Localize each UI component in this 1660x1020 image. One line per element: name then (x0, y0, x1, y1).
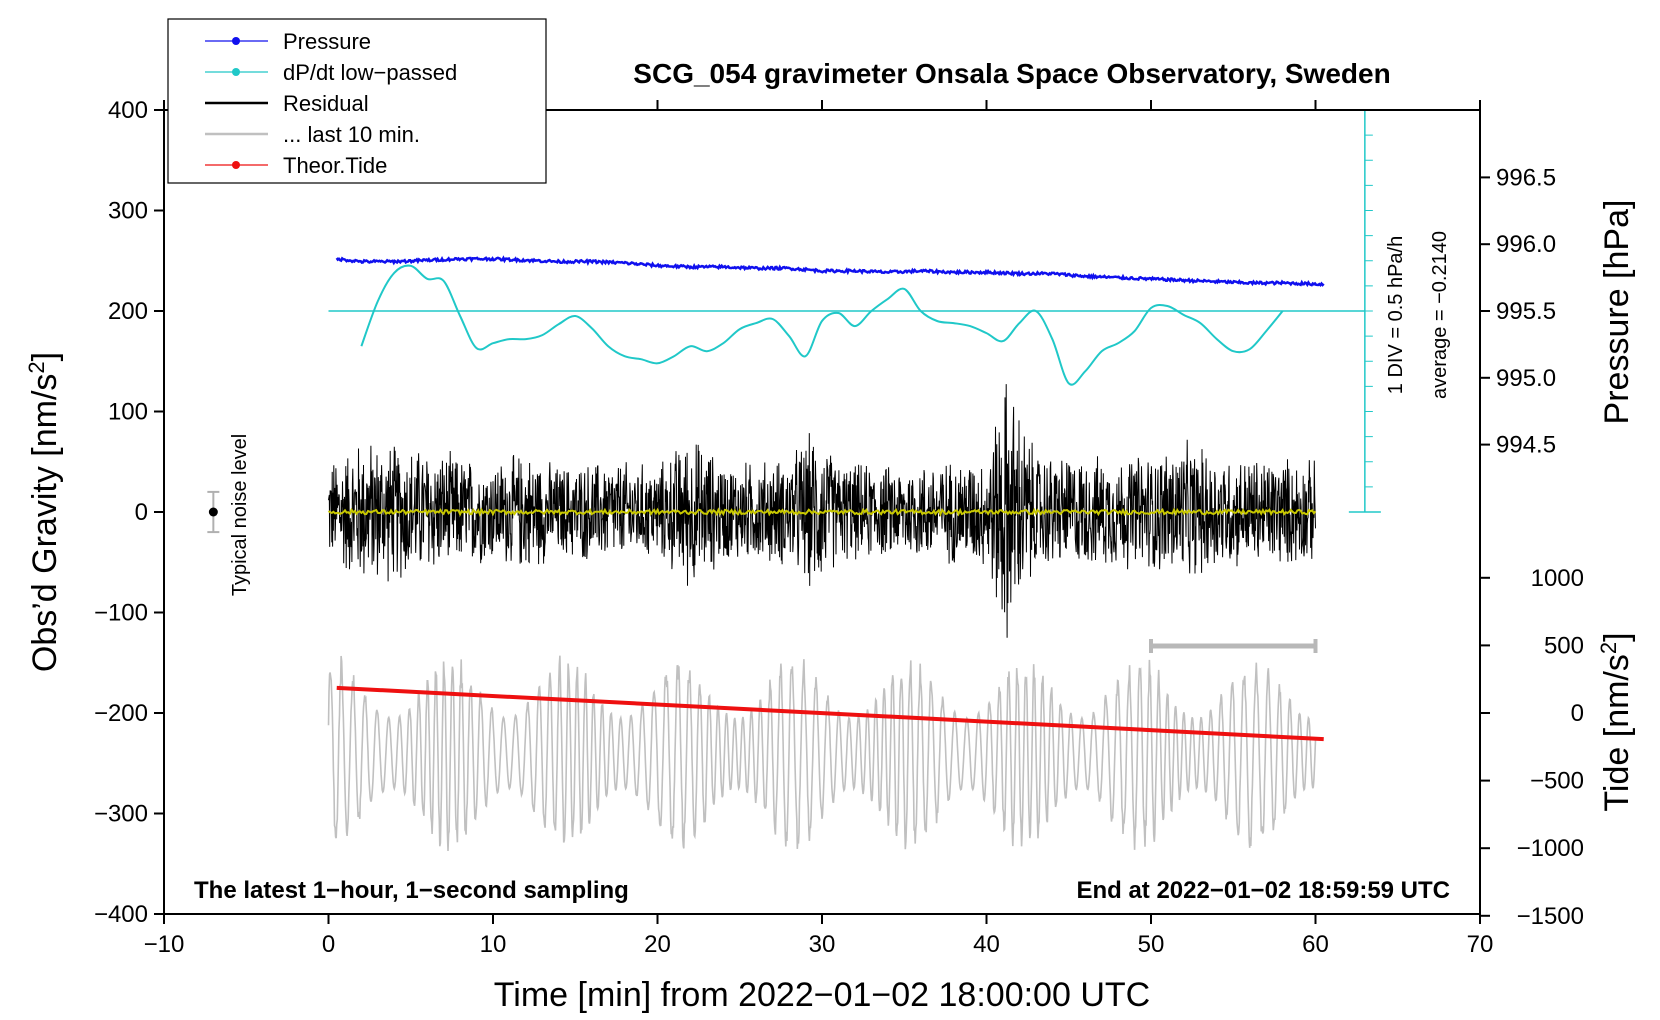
last-10-min-series (327, 655, 1317, 852)
tide-tick-label: 1000 (1531, 565, 1584, 592)
x-axis-title: Time [min] from 2022−01−02 18:00:00 UTC (494, 976, 1150, 1014)
tide-axis-title: Tide [nm/s2] (1596, 632, 1636, 811)
legend: Pressure dP/dt low−passed Residual ... last… (167, 18, 547, 184)
x-tick-label: −10 (144, 931, 185, 958)
y-axis-title-left-main: Obs’d Gravity [nm/s (26, 374, 64, 673)
tide-line (336, 685, 1324, 742)
legend-items: Pressure dP/dt low−passed Residual ... last… (205, 29, 457, 178)
tide-tick-label: −1500 (1517, 903, 1584, 930)
pressure-tick-label: 996.5 (1496, 164, 1556, 191)
noise-dot (208, 507, 218, 517)
x-tick-label: 40 (973, 931, 1000, 958)
x-tick-label: 60 (1302, 931, 1329, 958)
y-tick-label: −200 (94, 700, 148, 727)
dpdt-average-label: average = −0.2140 (1429, 231, 1451, 399)
noise-level-label: Typical noise level (229, 434, 251, 596)
last-10-min-line (327, 655, 1317, 852)
tide-axis-title-end: ] (1598, 632, 1636, 641)
y-tick-label: 0 (135, 499, 148, 526)
pressure-tick-label: 995.5 (1496, 298, 1556, 325)
legend-item: Pressure (205, 29, 371, 54)
legend-swatch-marker (232, 161, 240, 169)
legend-box (167, 18, 547, 184)
axes: −10 0 10 20 30 40 50 60 704003002001000−100−200−… (94, 97, 1584, 958)
tide-axis-title-sup: 2 (1596, 642, 1621, 654)
pressure-tick-label: 994.5 (1496, 432, 1556, 459)
tide-axis-title-main: Tide [nm/s (1598, 654, 1636, 811)
pressure-tick-label: 995.0 (1496, 365, 1556, 392)
x-tick-label: 50 (1138, 931, 1165, 958)
footer-left: The latest 1−hour, 1−second sampling (194, 877, 629, 904)
x-tick-label: 70 (1467, 931, 1494, 958)
chart-extras (207, 490, 1318, 653)
pressure-series (335, 255, 1325, 288)
y-tick-label: 200 (108, 298, 148, 325)
y-tick-label: −300 (94, 801, 148, 828)
dpdt-scale-label: 1 DIV = 0.5 hPa/h (1385, 236, 1407, 394)
y-tick-label: 400 (108, 97, 148, 124)
x-tick-label: 20 (644, 931, 671, 958)
y-tick-label: −100 (94, 600, 148, 627)
dpdt-line (360, 264, 1284, 386)
pressure-tick-label: 996.0 (1496, 231, 1556, 258)
x-tick-label: 10 (480, 931, 507, 958)
residual-line (328, 384, 1316, 638)
footer-right: End at 2022−01−02 18:59:59 UTC (1076, 877, 1450, 904)
legend-swatch-marker (232, 37, 240, 45)
y-axis-title-left: Obs’d Gravity [nm/s2] (24, 352, 64, 672)
y-tick-label: 300 (108, 198, 148, 225)
pressure-axis-title: Pressure [hPa] (1598, 200, 1636, 425)
pressure-line (335, 255, 1325, 288)
x-tick-label: 30 (809, 931, 836, 958)
legend-item: dP/dt low−passed (205, 60, 457, 85)
legend-swatch-marker (232, 68, 240, 76)
legend-label: dP/dt low−passed (283, 60, 457, 85)
lowpassed-residual-series (327, 507, 1317, 517)
legend-label: ... last 10 min. (283, 122, 420, 147)
x-tick-label: 0 (322, 931, 335, 958)
legend-item: ... last 10 min. (205, 122, 420, 147)
y-tick-label: 100 (108, 399, 148, 426)
legend-item: Theor.Tide (205, 153, 387, 178)
legend-item: Residual (205, 91, 369, 116)
tide-series (336, 685, 1324, 742)
legend-label: Residual (283, 91, 369, 116)
tide-tick-label: 0 (1571, 700, 1584, 727)
tide-tick-label: 500 (1544, 632, 1584, 659)
y-axis-title-left-end: ] (26, 352, 64, 361)
legend-label: Pressure (283, 29, 371, 54)
residual-series (328, 384, 1316, 638)
tide-tick-label: −1000 (1517, 835, 1584, 862)
y-axis-title-left-sup: 2 (24, 361, 49, 373)
tide-tick-label: −500 (1530, 768, 1584, 795)
legend-label: Theor.Tide (283, 153, 387, 178)
lowpassed-residual-line (327, 507, 1317, 517)
y-tick-label: −400 (94, 901, 148, 928)
chart-title: SCG_054 gravimeter Onsala Space Observat… (633, 58, 1390, 89)
